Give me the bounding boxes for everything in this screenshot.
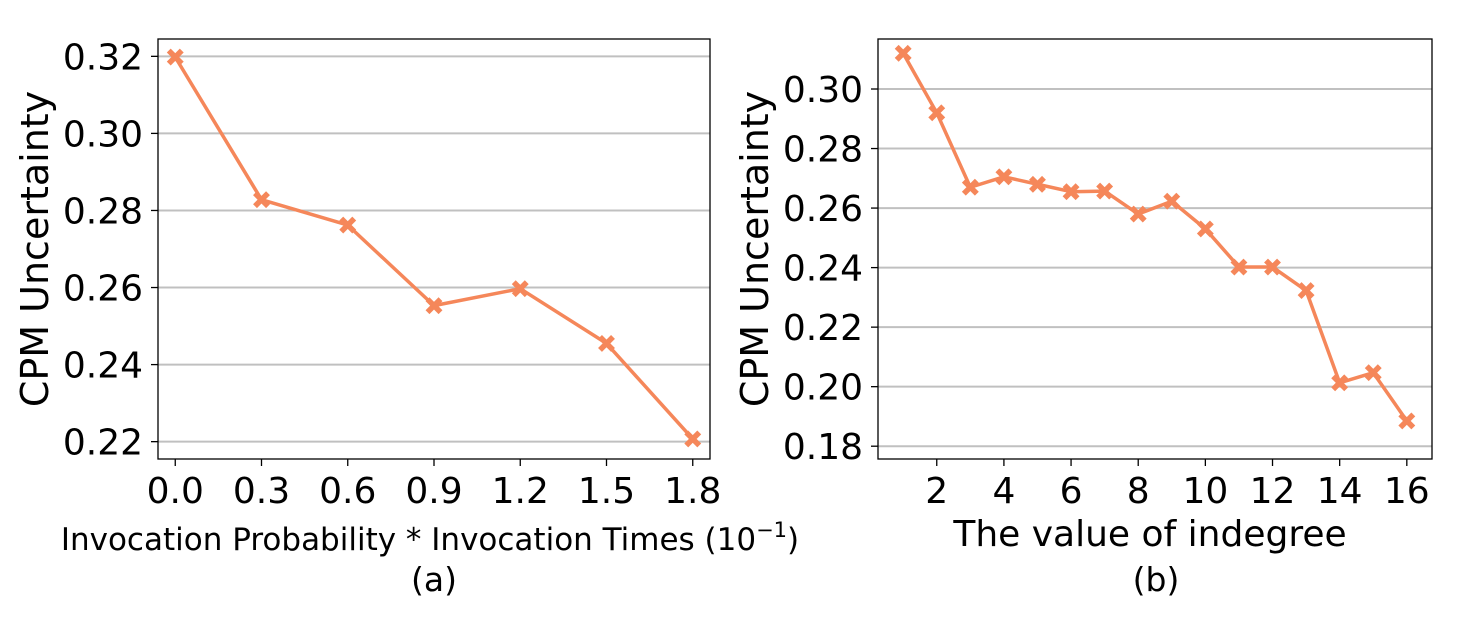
chart-b-ytick-label: 0.28 (783, 130, 863, 171)
chart-a-data-point (598, 334, 615, 352)
chart-b-data-point (894, 44, 912, 62)
chart-b-data-point (1163, 192, 1181, 210)
chart-a-ylabel: CPM Uncertainty (13, 91, 57, 407)
chart-a-data-point (511, 280, 529, 298)
chart-b-ytick-label: 0.22 (783, 308, 863, 349)
chart-a-frame (157, 38, 711, 460)
chart-a-xtick-label: 1.5 (578, 471, 635, 512)
chart-b-ytick-label: 0.30 (783, 70, 863, 111)
chart-b-data-point (1331, 374, 1349, 392)
chart-b-series-line (901, 52, 1409, 422)
chart-b-data-point (1230, 258, 1248, 276)
chart-a-xtick-label: 0.0 (147, 471, 204, 512)
chart-a-data-point (425, 297, 443, 315)
chart-a-data-point (684, 430, 702, 448)
chart-b-data-point (1196, 220, 1214, 238)
chart-b-xtick-label: 12 (1250, 471, 1296, 512)
chart-a-data-point (339, 216, 357, 234)
chart-a-xtick-label: 1.8 (664, 471, 721, 512)
chart-b-xtick-label: 10 (1182, 471, 1228, 512)
chart-b-data-point (995, 168, 1013, 186)
chart-a-xtick-label: 0.9 (405, 471, 462, 512)
chart-b-xtick-label: 4 (992, 471, 1015, 512)
chart-b-data-point (1029, 175, 1046, 193)
chart-b-data-point (1297, 282, 1315, 299)
chart-a: 0.22 0.24 0.26 0.28 0.30 0.32 0.0 0.3 0.6 0.9 1.2… (13, 37, 799, 599)
chart-a-caption: (a) (411, 560, 457, 599)
chart-a-data-point (166, 48, 184, 66)
chart-b-data-point (1398, 412, 1416, 430)
chart-a-ytick-label: 0.24 (63, 346, 143, 387)
chart-a-xlabel-main: Invocation Probability * Invocation Time… (61, 522, 756, 558)
chart-b-xtick-label: 6 (1060, 471, 1083, 512)
chart-b-data-point (928, 104, 946, 122)
chart-a-ytick-label: 0.30 (63, 114, 143, 155)
chart-a-xtick-label: 0.6 (319, 471, 376, 512)
chart-b-xtick-label: 8 (1127, 471, 1150, 512)
chart-a-xlabel-sup: −1 (756, 518, 787, 542)
chart-a-ytick-label: 0.28 (63, 191, 143, 232)
chart-b-xtick-label: 2 (925, 471, 948, 512)
chart-b-xtick-label: 14 (1317, 471, 1363, 512)
chart-a-series-line (173, 56, 695, 441)
chart-b-data-point (1264, 258, 1281, 276)
chart-a-ytick-label: 0.26 (63, 269, 143, 310)
chart-b-caption: (b) (1133, 560, 1180, 599)
chart-a-ytick-label: 0.32 (63, 37, 143, 78)
chart-a-xlabel: Invocation Probability * Invocation Time… (61, 518, 799, 558)
chart-a-xtick-label: 0.3 (233, 471, 290, 512)
chart-b-data-point (1096, 182, 1114, 200)
chart-b-ytick-label: 0.20 (783, 368, 863, 409)
chart-b-ytick-label: 0.24 (783, 249, 863, 290)
chart-a-xlabel-close: ) (787, 522, 799, 558)
chart-b-xtick-label: 16 (1384, 471, 1430, 512)
chart-b-frame (877, 38, 1433, 460)
chart-b-data-point (1364, 364, 1382, 382)
chart-b: 0.18 0.20 0.22 0.24 0.26 0.28 0.30 2 4 6 8 10 12 14 1… (733, 38, 1433, 599)
chart-b-ytick-label: 0.18 (783, 427, 863, 468)
chart-b-data-point (1129, 205, 1147, 223)
chart-b-xlabel: The value of indegree (952, 514, 1346, 555)
chart-b-data-point (1062, 183, 1080, 201)
chart-a-xtick-label: 1.2 (492, 471, 549, 512)
chart-b-data-point (961, 178, 979, 196)
chart-a-data-point (253, 191, 270, 209)
chart-b-ytick-label: 0.26 (783, 189, 863, 230)
chart-b-ylabel: CPM Uncertainty (733, 91, 777, 407)
chart-a-ytick-label: 0.22 (63, 423, 143, 464)
